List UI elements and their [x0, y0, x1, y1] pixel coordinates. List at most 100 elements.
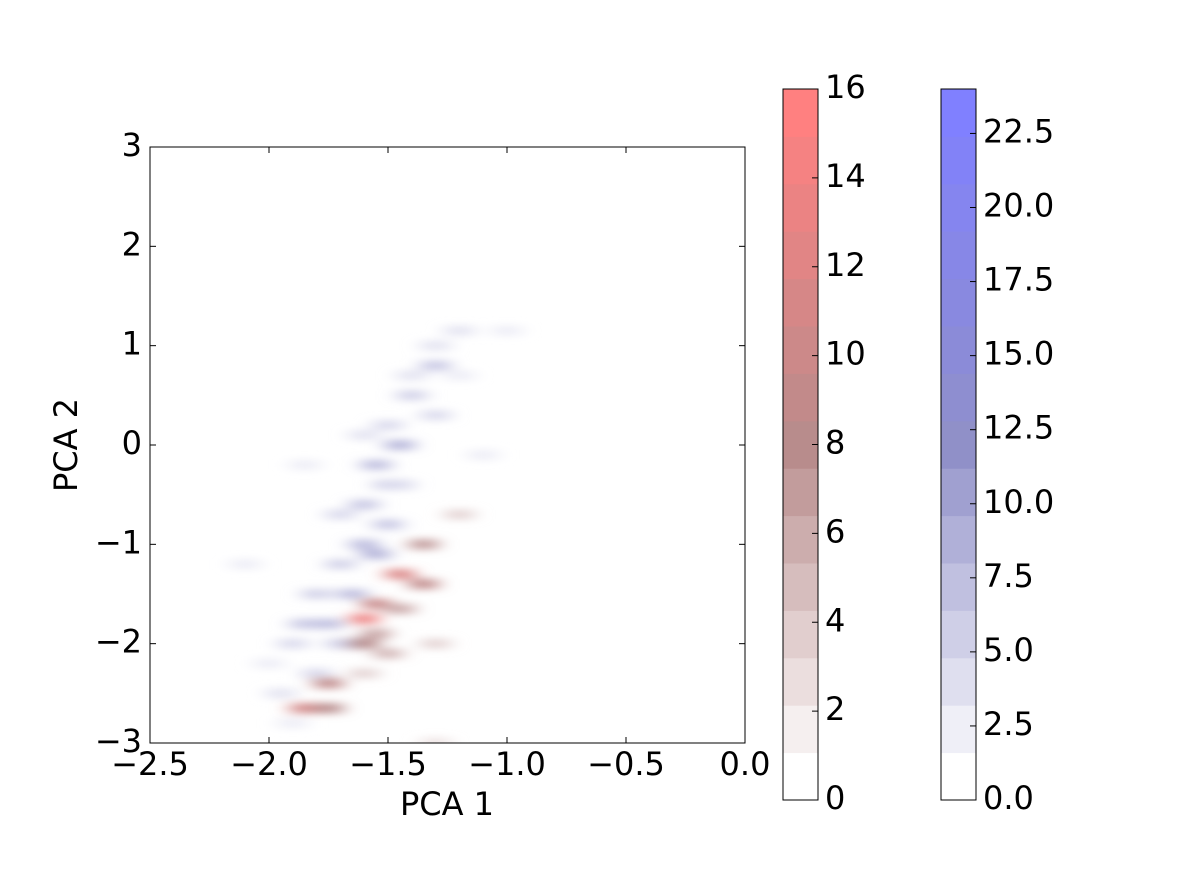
heatmap-cell — [397, 370, 427, 381]
heatmap-cell — [421, 360, 450, 371]
colorbar-band — [783, 515, 818, 564]
heatmap-cell — [290, 618, 319, 629]
plot-frame — [149, 146, 746, 744]
heatmap-cell — [421, 638, 450, 649]
heatmap-cell — [409, 539, 438, 550]
colorbar-band — [941, 515, 976, 564]
heatmap-cell — [421, 738, 450, 743]
x-tick-label: −2.5 — [111, 745, 189, 783]
heatmap-cell — [290, 703, 319, 714]
colorbar-band — [941, 657, 976, 706]
heatmap-cell — [373, 519, 403, 530]
heatmap-cell — [326, 559, 355, 570]
heatmap-cell — [385, 569, 415, 580]
heatmap-cell — [385, 440, 415, 450]
heatmap-cell — [468, 449, 498, 460]
heatmap-cell — [314, 703, 343, 714]
colorbar-tick-label: 0.0 — [983, 779, 1034, 817]
heatmap-cells — [230, 325, 522, 729]
heatmap-cell — [361, 459, 391, 470]
colorbar-tick-label: 6 — [825, 512, 845, 550]
heatmap-cell — [290, 459, 319, 470]
colorbar-band — [783, 705, 818, 754]
colorbar-tick-label: 8 — [825, 424, 845, 462]
colorbar-band — [783, 326, 818, 374]
colorbar-band — [783, 89, 818, 137]
colorbar-band — [941, 136, 976, 185]
heatmap-cell — [230, 559, 260, 570]
x-tick-label: 0.0 — [720, 745, 771, 783]
heatmap-cell — [302, 589, 331, 599]
colorbar-tick-label: 12 — [825, 246, 866, 284]
heatmap-cell — [421, 340, 450, 351]
heatmap-cell — [254, 658, 284, 669]
colorbar-band — [941, 563, 976, 611]
heatmap-cell — [349, 499, 379, 510]
heatmap-cell — [349, 638, 379, 649]
colorbar-tick-label: 20.0 — [983, 187, 1054, 225]
heatmap-cell — [349, 539, 379, 550]
colorbar-band — [783, 183, 818, 232]
colorbar-band — [783, 610, 818, 659]
heatmap-cell — [385, 603, 415, 614]
colorbar-frame — [940, 88, 977, 801]
x-axis-label: PCA 1 — [400, 785, 494, 823]
x-tick-label: −2.0 — [230, 745, 308, 783]
y-tick-label: −2 — [95, 623, 142, 661]
y-tick-label: 2 — [122, 225, 142, 263]
heatmap-cell — [338, 589, 367, 599]
colorbar-tick-label: 22.5 — [983, 112, 1054, 150]
heatmap-cell — [361, 628, 391, 639]
heatmap-cell — [302, 668, 331, 679]
y-tick-label: −3 — [95, 722, 142, 760]
heatmap-cells — [290, 509, 474, 743]
colorbar-tick-label: 2 — [825, 690, 845, 728]
heatmap-cell — [326, 638, 355, 649]
colorbar-band — [941, 420, 976, 469]
colorbar-band — [941, 373, 976, 422]
heatmap-cell — [278, 718, 308, 729]
colorbar-tick-label: 16 — [825, 68, 866, 106]
heatmap-cell — [385, 479, 415, 490]
y-tick-label: 1 — [122, 325, 142, 363]
colorbar-tick-label: 5.0 — [983, 631, 1034, 669]
heatmap-cell — [373, 420, 403, 431]
colorbar-tick-label: 14 — [825, 157, 866, 195]
y-tick-label: 0 — [122, 424, 142, 462]
colorbar-band — [783, 563, 818, 611]
heatmap-cell — [314, 618, 343, 629]
x-tick-label: −1.5 — [349, 745, 427, 783]
colorbar-band — [941, 752, 976, 801]
heatmap-cell — [349, 668, 379, 679]
colorbar-band — [941, 610, 976, 659]
colorbar-band — [941, 231, 976, 280]
heatmap-layer — [230, 325, 522, 729]
colorbar-tick-label: 15.0 — [983, 335, 1054, 373]
colorbar-tick-label: 2.5 — [983, 705, 1034, 743]
heatmap-cell — [373, 648, 403, 659]
heatmap-cell — [361, 549, 391, 560]
y-tick-label: −1 — [95, 523, 142, 561]
heatmap-cell — [326, 509, 355, 520]
y-axis-label: PCA 2 — [47, 398, 85, 492]
heatmap-cell — [278, 638, 308, 649]
colorbar-tick-label: 10.0 — [983, 483, 1054, 521]
colorbar-tick-label: 12.5 — [983, 409, 1054, 447]
y-tick-label: 3 — [122, 126, 142, 164]
heatmap-cell — [421, 410, 450, 421]
colorbar-tick-label: 10 — [825, 335, 866, 373]
colorbar-band — [941, 278, 976, 327]
colorbar-band — [941, 705, 976, 754]
colorbar-tick-label: 4 — [825, 601, 845, 639]
colorbar-band — [783, 231, 818, 280]
colorbar-tick-label: 7.5 — [983, 557, 1034, 595]
colorbar-band — [783, 468, 818, 517]
colorbar-tick-label: 17.5 — [983, 261, 1054, 299]
heatmap-cell — [445, 325, 474, 336]
x-tick-label: −0.5 — [587, 745, 665, 783]
heatmap-cell — [349, 430, 379, 441]
heatmap-cell — [397, 390, 427, 401]
colorbar-tick-label: 0 — [825, 779, 845, 817]
colorbar-band — [783, 657, 818, 706]
